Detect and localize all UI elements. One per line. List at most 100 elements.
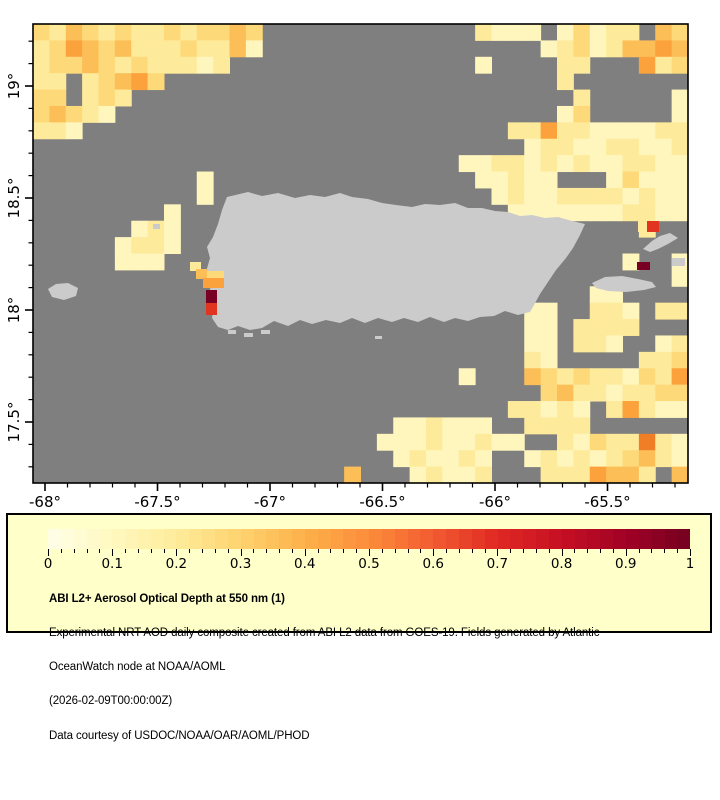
aod-cell (507, 433, 525, 451)
aod-cell (589, 302, 607, 320)
aod-cell (540, 122, 558, 140)
colorbar-minor-tick (394, 549, 396, 553)
aod-cell (606, 187, 623, 205)
aod-cell (671, 24, 689, 41)
aod-cell (540, 450, 558, 468)
aod-cell (131, 220, 149, 238)
aod-cell (213, 40, 230, 58)
colorbar-minor-tick (317, 549, 319, 553)
aod-cell (196, 56, 214, 74)
colorbar-minor-tick (535, 549, 537, 553)
colorbar-minor-tick (73, 549, 75, 553)
aod-cell (655, 155, 673, 173)
aod-cell (164, 237, 181, 254)
aod-cell (671, 401, 689, 418)
vieques-island (592, 276, 656, 292)
colorbar-segment (73, 529, 87, 549)
colorbar-segment (600, 529, 614, 549)
aod-cell (458, 368, 476, 386)
aod-cell (557, 138, 574, 156)
aod-cell (573, 433, 591, 451)
colorbar-minor-tick (677, 549, 679, 553)
aod-cell (524, 24, 542, 41)
aod-cell (573, 56, 591, 74)
aod-cell (671, 56, 689, 74)
aod-cell (638, 368, 656, 386)
aod-cell (491, 155, 509, 173)
aod-cell (655, 401, 673, 418)
aod-cell (33, 40, 50, 58)
aod-cell (524, 122, 542, 140)
aod-cell (98, 73, 116, 91)
colorbar-segment (125, 529, 138, 549)
colorbar-minor-tick (202, 549, 204, 553)
colorbar-minor-tick (227, 549, 229, 553)
aod-cell (573, 89, 591, 107)
colorbar-minor-tick (458, 549, 460, 553)
colorbar-segment (279, 529, 293, 549)
aod-cell (638, 138, 656, 156)
colorbar-tick-label: 0.2 (165, 556, 188, 572)
puerto-rico-landmass (206, 192, 585, 330)
aod-cell (638, 187, 656, 205)
aod-cell (540, 401, 558, 418)
colorbar (48, 529, 691, 549)
aod-cell (638, 466, 656, 484)
aod-cell (180, 56, 198, 74)
aod-overlay-cell (207, 271, 224, 279)
aod-cell (442, 466, 460, 484)
aod-cell (638, 56, 656, 74)
colorbar-minor-tick (125, 549, 127, 553)
islet (375, 336, 382, 339)
aod-cell (114, 253, 132, 271)
colorbar-segment (99, 529, 113, 549)
colorbar-minor-tick (343, 549, 345, 553)
aod-cell (524, 138, 542, 156)
aod-cell (164, 24, 181, 41)
aod-cell (573, 122, 591, 140)
aod-cell (655, 302, 673, 320)
aod-cell (557, 466, 574, 484)
aod-cell (82, 40, 99, 58)
aod-cell (606, 138, 623, 156)
aod-cell (573, 368, 591, 386)
aod-cell (213, 24, 230, 41)
aod-cell (671, 433, 689, 451)
colorbar-segment (510, 529, 524, 549)
aod-cell (622, 466, 640, 484)
aod-cell (147, 237, 165, 254)
aod-cell (557, 204, 574, 222)
colorbar-segment (266, 529, 280, 549)
aod-cell (671, 204, 689, 222)
aod-cell (491, 433, 509, 451)
y-tick-label: 17.5° (5, 402, 23, 443)
aod-cell (196, 187, 214, 205)
aod-cell (507, 155, 525, 173)
legend-box: 0 0.1 0.2 0.3 0.4 0.5 0.6 0.7 0.8 0.9 1 ABI L2+ Ae… (6, 513, 712, 742)
aod-cell (671, 138, 689, 156)
aod-cell (671, 384, 689, 402)
aod-cell (638, 450, 656, 468)
aod-cell (671, 466, 689, 484)
aod-cell (131, 237, 149, 254)
colorbar-major-tick (48, 549, 49, 556)
aod-cell (33, 122, 50, 140)
aod-cell (65, 40, 83, 58)
aod-cell (164, 220, 181, 238)
colorbar-segment (536, 529, 549, 549)
aod-cell (589, 335, 607, 353)
aod-cell (114, 56, 132, 74)
mona-island (48, 283, 78, 300)
colorbar-minor-tick (266, 549, 268, 553)
aod-cell (475, 417, 492, 435)
aod-cell (589, 24, 607, 41)
aod-cell (589, 466, 607, 484)
aod-cell (114, 73, 132, 91)
aod-cell (589, 204, 607, 222)
aod-cell (573, 319, 591, 336)
aod-cell (442, 417, 460, 435)
islet (672, 258, 685, 266)
aod-overlay-cell (637, 262, 650, 270)
colorbar-major-tick (690, 549, 691, 556)
aod-cell (426, 433, 443, 451)
